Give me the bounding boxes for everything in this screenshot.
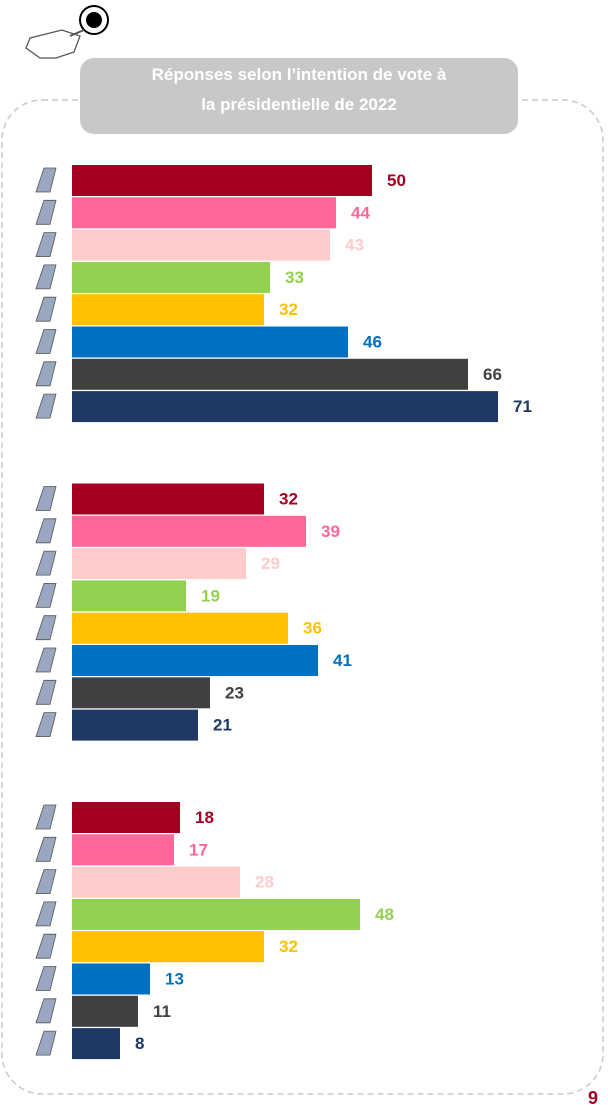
value-label: 43 xyxy=(345,236,364,255)
bar xyxy=(72,197,336,228)
candidate-photo xyxy=(36,168,56,192)
candidate-photo xyxy=(36,297,56,321)
bar xyxy=(72,262,270,293)
candidate-photo xyxy=(36,265,56,289)
value-label: 33 xyxy=(285,268,304,287)
value-label: 29 xyxy=(261,554,280,573)
page-number: 9 xyxy=(588,1088,598,1105)
bar xyxy=(72,327,348,358)
value-label: 46 xyxy=(363,332,382,351)
magnifier-icon xyxy=(26,6,108,58)
candidate-photo xyxy=(36,487,56,511)
candidate-photo xyxy=(36,551,56,575)
value-label: 32 xyxy=(279,300,298,319)
bar xyxy=(72,580,186,611)
candidate-photo xyxy=(36,870,56,894)
value-label: 28 xyxy=(255,873,274,892)
bar xyxy=(72,802,180,833)
bar xyxy=(72,548,246,579)
value-label: 19 xyxy=(201,586,220,605)
candidate-photo xyxy=(36,362,56,386)
bar xyxy=(72,996,138,1027)
candidate-photo xyxy=(36,583,56,607)
candidate-photo xyxy=(36,999,56,1023)
bar xyxy=(72,931,264,962)
candidate-photo xyxy=(36,837,56,861)
value-label: 8 xyxy=(135,1034,144,1053)
candidate-photo xyxy=(36,394,56,418)
value-label: 23 xyxy=(225,683,244,702)
bar xyxy=(72,834,174,865)
bar xyxy=(72,391,498,422)
candidate-photo xyxy=(36,233,56,257)
candidate-photo xyxy=(36,967,56,991)
value-label: 36 xyxy=(303,619,322,638)
value-label: 66 xyxy=(483,365,502,384)
candidate-photo xyxy=(36,200,56,224)
bar xyxy=(72,516,306,547)
bar xyxy=(72,294,264,325)
candidate-photo xyxy=(36,1031,56,1055)
candidate-photo xyxy=(36,902,56,926)
bar xyxy=(72,484,264,515)
candidate-photo xyxy=(36,519,56,543)
value-label: 71 xyxy=(513,397,532,416)
value-label: 18 xyxy=(195,808,214,827)
value-label: 44 xyxy=(351,203,370,222)
value-label: 41 xyxy=(333,651,352,670)
chart: 50 44 43 33 32 46 66 71 32 39 29 19 36 41 23 21 18 17 28 48… xyxy=(0,0,608,1105)
bar xyxy=(72,899,360,930)
page: 50 44 43 33 32 46 66 71 32 39 29 19 36 41 23 21 18 17 28 48… xyxy=(0,0,608,1105)
bar xyxy=(72,613,288,644)
value-label: 39 xyxy=(321,522,340,541)
value-label: 48 xyxy=(375,905,394,924)
value-label: 21 xyxy=(213,716,232,735)
chart-title: Réponses selon l’intention de vote à la … xyxy=(149,60,449,120)
bar xyxy=(72,677,210,708)
candidate-photo xyxy=(36,616,56,640)
candidate-photo xyxy=(36,680,56,704)
candidate-photo xyxy=(36,713,56,737)
candidate-photo xyxy=(36,934,56,958)
value-label: 13 xyxy=(165,969,184,988)
value-label: 17 xyxy=(189,840,208,859)
value-label: 32 xyxy=(279,489,298,508)
candidate-photo xyxy=(36,648,56,672)
bar xyxy=(72,710,198,741)
bar xyxy=(72,1028,120,1059)
bar xyxy=(72,867,240,898)
bar xyxy=(72,165,372,196)
value-label: 32 xyxy=(279,937,298,956)
bar xyxy=(72,964,150,995)
bar xyxy=(72,645,318,676)
value-label: 50 xyxy=(387,171,406,190)
value-label: 11 xyxy=(153,1002,171,1021)
bar xyxy=(72,359,468,390)
candidate-photo xyxy=(36,330,56,354)
candidate-photo xyxy=(36,805,56,829)
bar xyxy=(72,230,330,261)
